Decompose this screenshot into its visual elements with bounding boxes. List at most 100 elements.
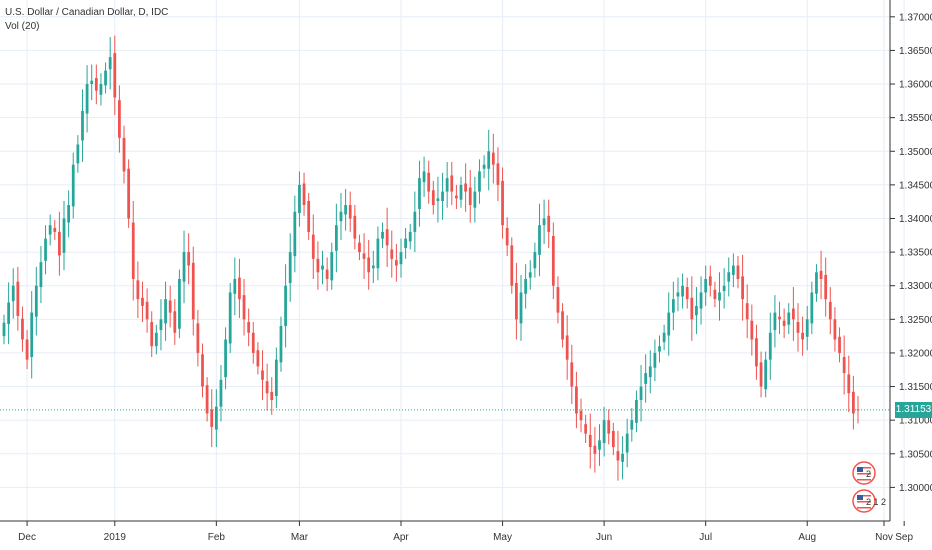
candle	[39, 246, 43, 304]
candle	[704, 265, 708, 306]
time-tick-label: Mar	[291, 532, 309, 543]
candle-body	[353, 215, 357, 239]
candle	[588, 413, 592, 469]
candle	[819, 250, 823, 300]
candle	[418, 160, 421, 227]
candle-body	[48, 225, 52, 235]
candle	[810, 281, 814, 335]
candle-body	[90, 80, 94, 85]
candle-body	[515, 283, 518, 320]
candle	[551, 222, 555, 300]
candle-body	[487, 151, 491, 169]
candle	[593, 426, 597, 473]
candle-body	[741, 276, 744, 300]
candle-body	[718, 292, 721, 301]
candle-body	[99, 84, 103, 95]
candle-body	[141, 297, 144, 306]
candle-body	[588, 434, 592, 448]
candle	[575, 371, 578, 429]
event-markers[interactable]: 2 2 1 2	[852, 461, 886, 513]
candle	[214, 389, 218, 448]
candle	[34, 266, 38, 336]
candle	[778, 301, 781, 335]
price-axis[interactable]: 1.30000 1.30500 1.31000 1.31500 1.32000 1.325…	[890, 12, 932, 494]
candle-body	[76, 144, 80, 164]
candle-body	[224, 339, 227, 378]
candle	[233, 257, 237, 316]
candle	[201, 343, 204, 398]
candle-body	[58, 231, 61, 256]
candle	[824, 257, 828, 317]
candle-body	[667, 312, 671, 336]
candle-body	[616, 451, 620, 461]
candle-body	[778, 316, 781, 320]
candle-body	[501, 180, 504, 226]
candle-body	[611, 430, 615, 448]
candle-body	[727, 272, 731, 282]
time-tick-label: Sep	[895, 532, 913, 543]
candle	[796, 303, 800, 352]
time-axis[interactable]: Dec2019FebMarAprMayJunJulAugSepOctNov	[18, 521, 932, 543]
candle	[136, 261, 140, 318]
price-tick-label: 1.35500	[899, 113, 932, 124]
candle-body	[584, 424, 588, 434]
candle	[635, 390, 638, 433]
candle-body	[838, 336, 841, 353]
candle	[759, 351, 763, 398]
time-tick-label: 2019	[104, 532, 127, 543]
price-tick-label: 1.32000	[899, 348, 932, 359]
candle	[298, 171, 301, 227]
candle-body	[556, 287, 560, 313]
candle-body	[570, 362, 574, 387]
us-flag-icon[interactable]: 2 1 2	[852, 489, 886, 513]
candle-body	[34, 285, 38, 317]
candle-body	[242, 295, 246, 320]
candle	[736, 256, 740, 289]
candle	[274, 347, 278, 409]
event-count: 2 1 2	[866, 497, 886, 507]
candle-body	[482, 164, 486, 169]
candle-body	[178, 278, 181, 329]
candle-body	[819, 270, 823, 279]
candle-body	[339, 211, 343, 222]
candle-body	[127, 168, 131, 219]
candle-body	[639, 386, 643, 400]
candle-body	[445, 178, 449, 192]
candle	[505, 217, 509, 257]
candle	[11, 268, 15, 319]
volume-label[interactable]: Vol (20)	[5, 21, 40, 32]
candle	[48, 214, 52, 246]
candle-body	[791, 308, 795, 320]
candle-body	[233, 278, 237, 294]
candle	[104, 62, 107, 94]
candle-body	[658, 346, 661, 352]
us-flag-icon[interactable]: 2	[852, 461, 876, 485]
candle-body	[690, 297, 694, 320]
candle-body	[30, 312, 34, 357]
candle	[238, 258, 241, 318]
candle-body	[681, 285, 684, 297]
price-tick-label: 1.31500	[899, 382, 932, 393]
candle	[598, 424, 601, 466]
candle-body	[427, 172, 431, 192]
candle	[311, 214, 315, 279]
candle-body	[408, 231, 412, 242]
candle-body	[307, 201, 311, 232]
price-tick-label: 1.32500	[899, 315, 932, 326]
last-price-badge: 1.31153	[895, 401, 932, 418]
candle-body	[288, 252, 292, 284]
chart-grid	[0, 0, 905, 521]
candle	[685, 277, 689, 309]
candle-body	[187, 252, 191, 266]
candle-body	[247, 322, 251, 333]
candle	[108, 36, 112, 90]
candle-body	[358, 242, 361, 253]
candle-body	[607, 420, 611, 434]
candle	[279, 316, 283, 372]
candle-body	[644, 373, 648, 384]
candle	[7, 282, 11, 345]
candle-body	[145, 301, 149, 320]
symbol-label[interactable]: U.S. Dollar / Canadian Dollar, D, IDC	[5, 7, 169, 18]
candle-body	[113, 53, 117, 98]
